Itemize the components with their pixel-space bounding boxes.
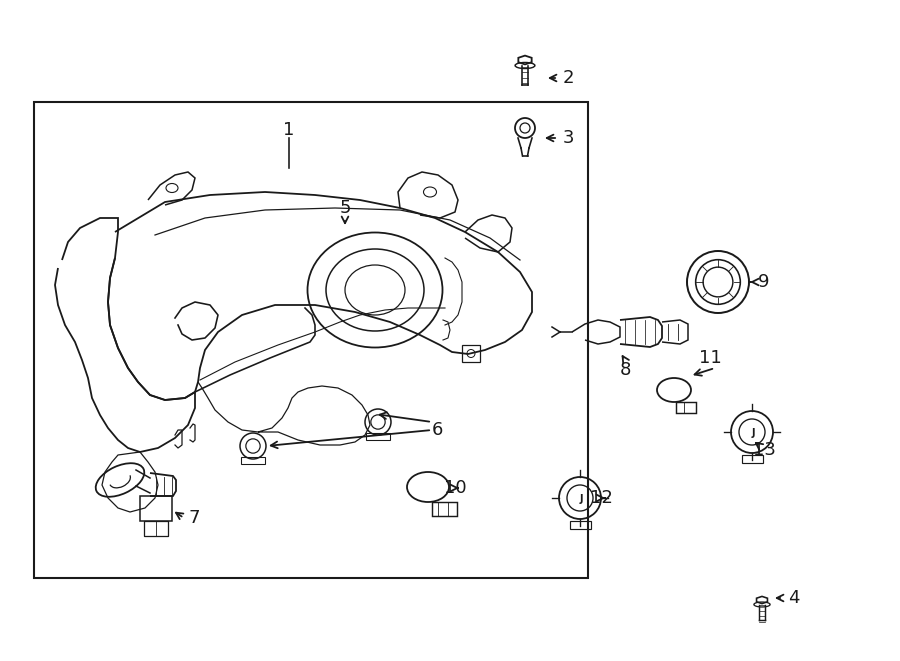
Text: 3: 3 bbox=[563, 129, 574, 147]
Text: 6: 6 bbox=[432, 421, 444, 439]
Bar bbox=[140, 496, 172, 521]
Bar bbox=[366, 433, 390, 440]
Text: 12: 12 bbox=[590, 489, 613, 507]
Bar bbox=[432, 502, 457, 516]
Bar bbox=[144, 521, 168, 536]
Bar bbox=[34, 102, 588, 578]
Text: 4: 4 bbox=[788, 589, 799, 607]
Text: 1: 1 bbox=[284, 121, 294, 139]
Text: J: J bbox=[580, 494, 583, 504]
Text: 13: 13 bbox=[752, 441, 776, 459]
Text: 9: 9 bbox=[758, 273, 770, 291]
Text: 7: 7 bbox=[188, 509, 200, 527]
Text: J: J bbox=[752, 428, 755, 438]
Text: 5: 5 bbox=[339, 199, 351, 217]
Text: 10: 10 bbox=[445, 479, 467, 497]
Bar bbox=[462, 345, 480, 362]
Text: 11: 11 bbox=[698, 349, 722, 367]
Text: 8: 8 bbox=[619, 361, 631, 379]
Bar bbox=[676, 402, 696, 413]
Bar bbox=[570, 521, 590, 529]
Bar bbox=[742, 455, 762, 463]
Bar bbox=[241, 457, 265, 464]
Text: 2: 2 bbox=[563, 69, 574, 87]
